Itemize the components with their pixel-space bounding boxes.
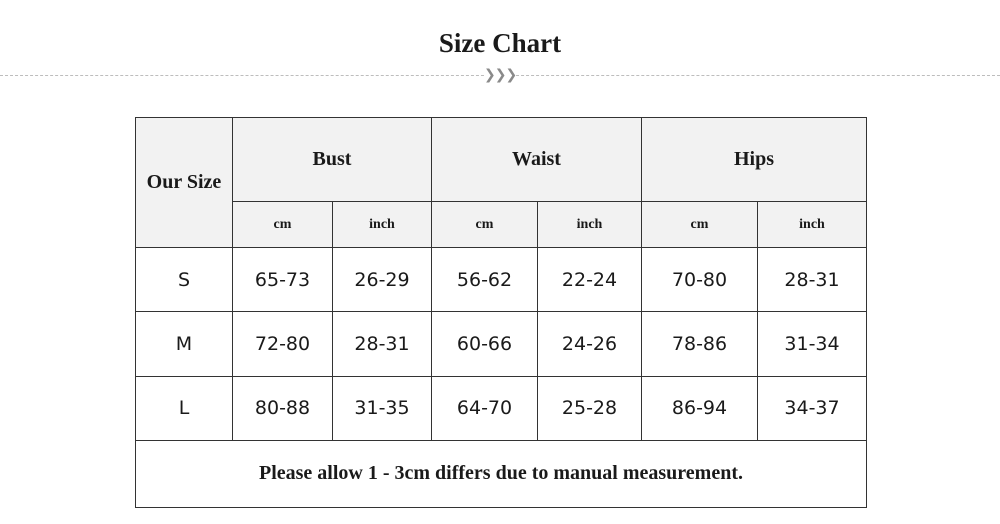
bust-cm-cell: 72-80 [232, 311, 333, 377]
page-title: Size Chart [438, 28, 562, 58]
hips-cm-cell: 70-80 [641, 247, 758, 313]
bust-inch-cell: 31-35 [332, 375, 432, 441]
note-row: Please allow 1 - 3cm differs due to manu… [135, 439, 867, 509]
size-label: L [135, 375, 233, 441]
header-row-groups: Our Size Bust Waist Hips [135, 116, 867, 249]
waist-cm-cell: 56-62 [431, 247, 538, 313]
chevron-triple-right-icon: ❯❯❯ [484, 65, 517, 85]
header-our-size: Our Size [135, 116, 233, 249]
header-unit-bust-cm: cm [232, 201, 333, 249]
header-unit-waist-cm: cm [431, 201, 538, 249]
header-unit-waist-inch: inch [537, 201, 642, 249]
header-row-units: cm inch cm inch cm inch [136, 201, 867, 249]
waist-inch-cell: 25-28 [537, 375, 642, 441]
hips-inch-cell: 28-31 [757, 247, 867, 313]
header-unit-hips-inch: inch [757, 201, 867, 249]
waist-inch-cell: 22-24 [537, 247, 642, 313]
waist-inch-cell: 24-26 [537, 311, 642, 377]
table-row: L 80-88 31-35 64-70 25-28 86-94 34-37 [135, 375, 867, 441]
waist-cm-cell: 64-70 [431, 375, 538, 441]
bust-inch-cell: 28-31 [332, 311, 432, 377]
header-bust: Bust [232, 116, 432, 203]
header-waist: Waist [431, 116, 642, 203]
waist-cm-cell: 60-66 [431, 311, 538, 377]
header-hips: Hips [641, 116, 867, 203]
bust-cm-cell: 65-73 [232, 247, 333, 313]
bust-inch-cell: 26-29 [332, 247, 432, 313]
hips-inch-cell: 31-34 [757, 311, 867, 377]
size-label: S [135, 247, 233, 313]
bust-cm-cell: 80-88 [232, 375, 333, 441]
table-row: S 65-73 26-29 56-62 22-24 70-80 28-31 [135, 247, 867, 313]
hips-cm-cell: 78-86 [641, 311, 758, 377]
hips-inch-cell: 34-37 [757, 375, 867, 441]
size-table: Our Size Bust Waist Hips cm inch cm inch… [135, 116, 867, 509]
header-unit-bust-inch: inch [332, 201, 432, 249]
size-label: M [135, 311, 233, 377]
measurement-note: Please allow 1 - 3cm differs due to manu… [135, 439, 867, 509]
hips-cm-cell: 86-94 [641, 375, 758, 441]
header-unit-hips-cm: cm [641, 201, 758, 249]
table-row: M 72-80 28-31 60-66 24-26 78-86 31-34 [135, 311, 867, 377]
